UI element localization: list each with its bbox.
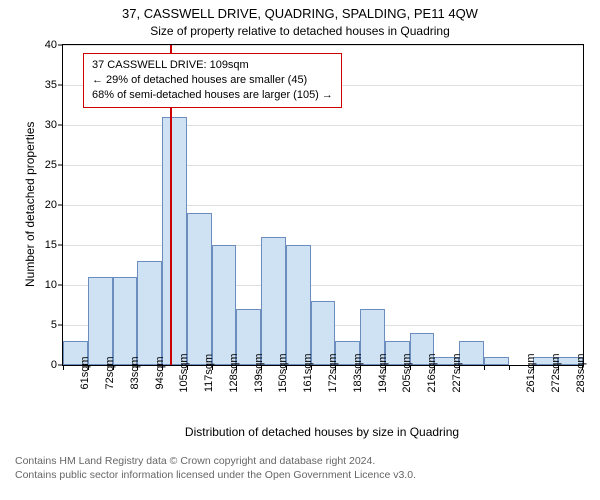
ytick-label: 25	[45, 159, 63, 171]
xtick-mark	[410, 365, 411, 370]
bar	[261, 237, 286, 365]
xtick-mark	[286, 365, 287, 370]
x-axis-label: Distribution of detached houses by size …	[62, 425, 582, 439]
xtick-label: 161sqm	[302, 353, 314, 392]
xtick-mark	[63, 365, 64, 370]
xtick-label: 61sqm	[79, 356, 91, 389]
footer-line2: Contains public sector information licen…	[15, 469, 416, 483]
xtick-mark	[335, 365, 336, 370]
xtick-label: 283sqm	[575, 353, 587, 392]
xtick-mark	[484, 365, 485, 370]
annotation-box: 37 CASSWELL DRIVE: 109sqm← 29% of detach…	[83, 53, 342, 108]
ytick-label: 5	[51, 319, 63, 331]
xtick-label: 117sqm	[203, 354, 215, 392]
xtick-label: 183sqm	[352, 353, 364, 392]
xtick-mark	[187, 365, 188, 370]
gridline	[63, 45, 583, 46]
xtick-label: 272sqm	[550, 353, 562, 392]
xtick-label: 72sqm	[104, 356, 116, 389]
footer-line1: Contains HM Land Registry data © Crown c…	[15, 455, 416, 469]
bar	[484, 357, 509, 365]
xtick-mark	[434, 365, 435, 370]
xtick-label: 216sqm	[426, 353, 438, 392]
xtick-label: 83sqm	[129, 356, 141, 389]
xtick-mark	[162, 365, 163, 370]
bar	[88, 277, 113, 365]
annotation-line2: ← 29% of detached houses are smaller (45…	[92, 73, 333, 88]
xtick-label: 94sqm	[154, 356, 166, 389]
page-title: 37, CASSWELL DRIVE, QUADRING, SPALDING, …	[0, 6, 600, 21]
page-subtitle: Size of property relative to detached ho…	[0, 24, 600, 38]
ytick-label: 10	[45, 279, 63, 291]
xtick-mark	[459, 365, 460, 370]
xtick-mark	[88, 365, 89, 370]
ytick-label: 30	[45, 119, 63, 131]
annotation-line3: 68% of semi-detached houses are larger (…	[92, 88, 333, 103]
annotation-line1: 37 CASSWELL DRIVE: 109sqm	[92, 58, 333, 73]
xtick-mark	[533, 365, 534, 370]
xtick-mark	[582, 365, 583, 370]
xtick-label: 227sqm	[451, 353, 463, 392]
xtick-mark	[261, 365, 262, 370]
ytick-label: 15	[45, 239, 63, 251]
xtick-mark	[212, 365, 213, 370]
ytick-label: 20	[45, 199, 63, 211]
ytick-label: 35	[45, 79, 63, 91]
bar	[137, 261, 162, 365]
gridline	[63, 205, 583, 206]
xtick-mark	[385, 365, 386, 370]
xtick-label: 261sqm	[525, 353, 537, 392]
y-axis-label: Number of detached properties	[23, 127, 37, 287]
xtick-label: 139sqm	[253, 353, 265, 392]
xtick-mark	[311, 365, 312, 370]
xtick-label: 194sqm	[377, 353, 389, 392]
xtick-mark	[509, 365, 510, 370]
xtick-label: 205sqm	[401, 353, 413, 392]
bar	[162, 117, 187, 365]
gridline	[63, 125, 583, 126]
gridline	[63, 165, 583, 166]
xtick-mark	[360, 365, 361, 370]
xtick-label: 128sqm	[228, 353, 240, 392]
xtick-label: 150sqm	[277, 353, 289, 392]
footer-text: Contains HM Land Registry data © Crown c…	[15, 455, 416, 482]
plot-area: 051015202530354061sqm72sqm83sqm94sqm105s…	[62, 44, 584, 366]
xtick-mark	[558, 365, 559, 370]
bar	[212, 245, 237, 365]
xtick-label: 105sqm	[178, 353, 190, 392]
bar	[286, 245, 311, 365]
ytick-label: 0	[51, 359, 63, 371]
chart-container: 37, CASSWELL DRIVE, QUADRING, SPALDING, …	[0, 0, 600, 500]
xtick-label: 172sqm	[327, 353, 339, 392]
xtick-mark	[236, 365, 237, 370]
xtick-mark	[137, 365, 138, 370]
bar	[113, 277, 138, 365]
bar	[187, 213, 212, 365]
gridline	[63, 245, 583, 246]
ytick-label: 40	[45, 39, 63, 51]
xtick-mark	[113, 365, 114, 370]
